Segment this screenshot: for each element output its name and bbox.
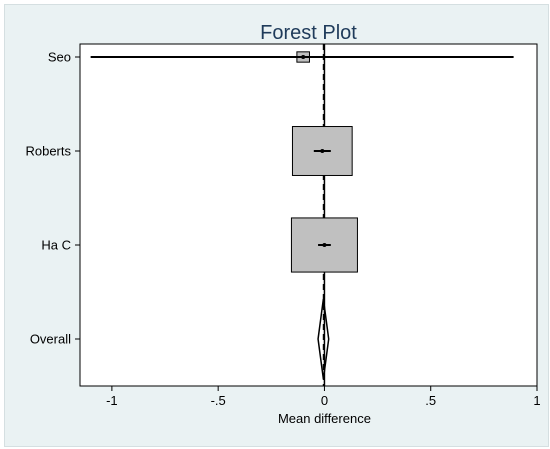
y-tick-label: Ha C <box>41 238 71 253</box>
study-point-estimate <box>320 149 325 153</box>
overall-diamond <box>317 298 330 380</box>
x-tick-label: 1 <box>533 393 540 408</box>
chart-marks: -1 -.5 0 .5 1 Seo Roberts Ha C Overall <box>25 44 541 408</box>
y-tick-label: Roberts <box>25 144 71 159</box>
study-point-estimate <box>322 243 327 247</box>
x-tick-label: -.5 <box>211 393 226 408</box>
x-tick-label: -1 <box>106 393 118 408</box>
y-tick-label: Overall <box>30 332 71 347</box>
x-tick-label: 0 <box>321 393 328 408</box>
x-tick-label: .5 <box>425 393 436 408</box>
study-point-estimate <box>301 55 306 59</box>
x-axis-label: Mean difference <box>278 411 371 426</box>
plot-area <box>79 43 538 387</box>
chart-title: Forest Plot <box>260 22 357 44</box>
y-tick-label: Seo <box>48 50 71 65</box>
